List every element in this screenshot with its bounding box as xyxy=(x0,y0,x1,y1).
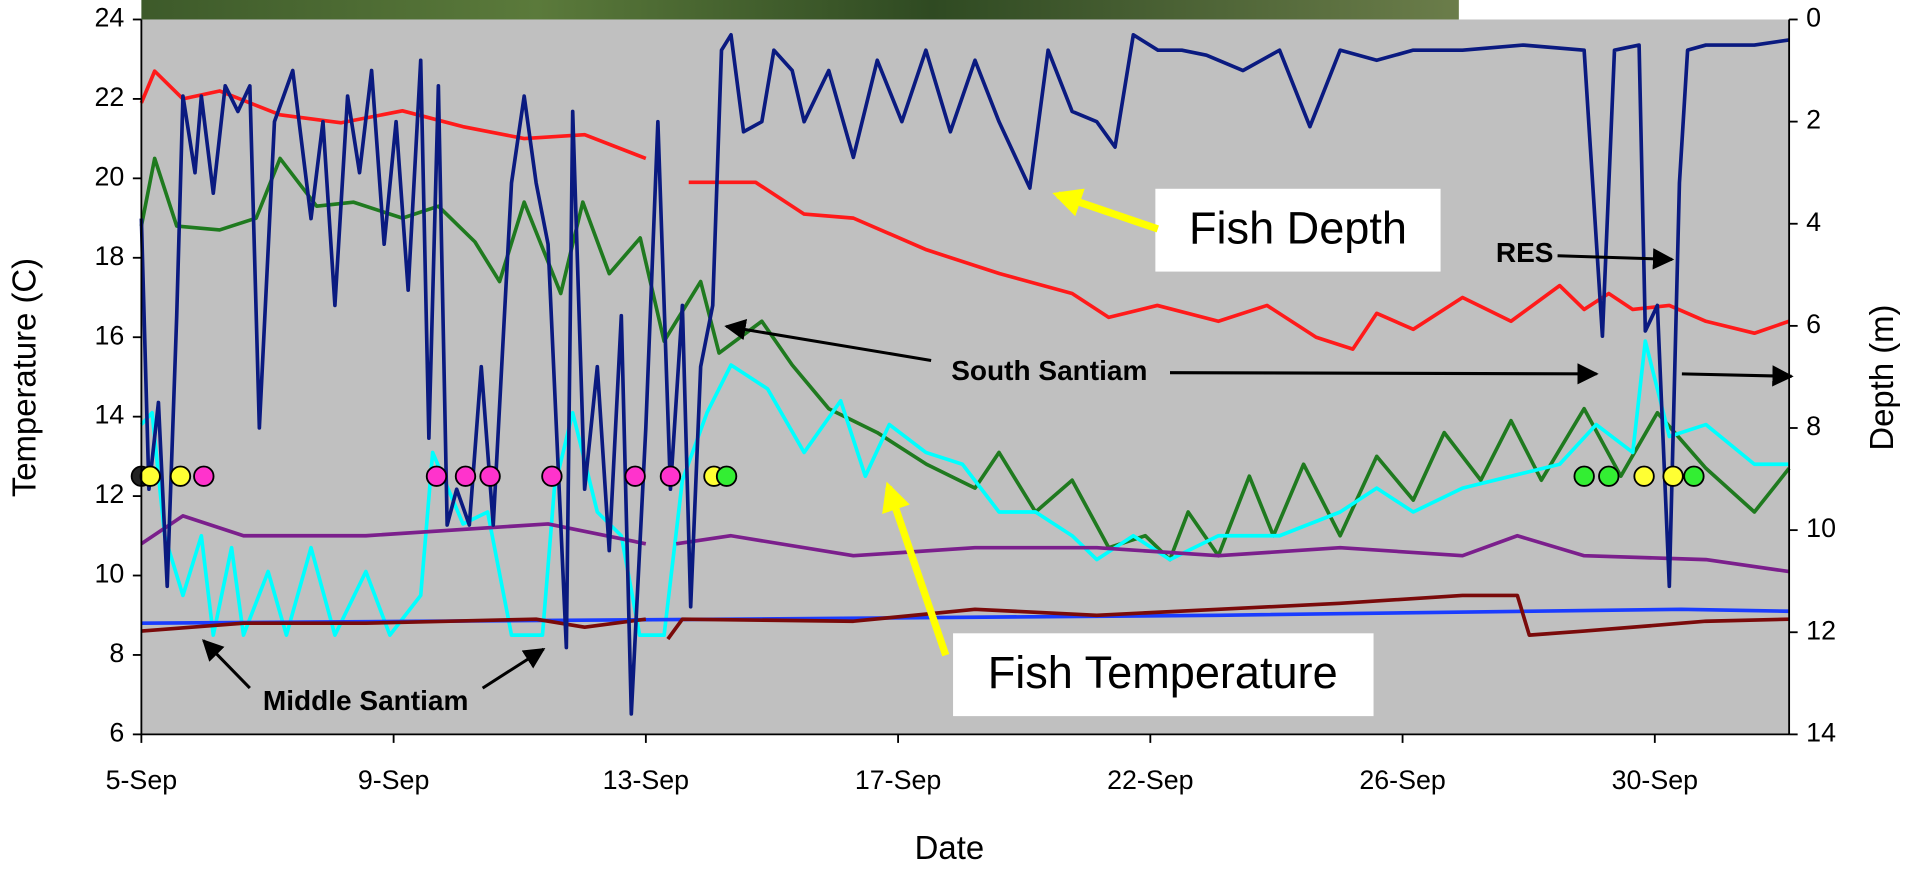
annotation-box xyxy=(1155,188,1441,272)
annotation-box xyxy=(953,633,1374,717)
y2-tick-label: 6 xyxy=(1806,309,1821,339)
series-line xyxy=(140,514,1790,574)
y-tick-label: 16 xyxy=(94,320,124,350)
series-line xyxy=(141,593,1790,641)
annotation: Fish Temperature xyxy=(988,647,1338,698)
y2-tick-label: 8 xyxy=(1806,411,1821,441)
marker xyxy=(193,465,215,487)
arrow xyxy=(1169,363,1599,385)
arrow xyxy=(724,319,932,362)
y2-tick-label: 4 xyxy=(1806,207,1821,237)
series-line xyxy=(139,69,1790,351)
y-tick-label: 24 xyxy=(94,3,124,33)
arrow xyxy=(1052,188,1159,233)
arrow xyxy=(882,481,950,657)
x-tick-label: 5-Sep xyxy=(106,765,178,795)
x-tick-label: 22-Sep xyxy=(1107,765,1193,795)
x-tick-label: 17-Sep xyxy=(855,765,941,795)
y2-tick-label: 12 xyxy=(1806,615,1836,645)
marker xyxy=(479,465,501,487)
annotation: Middle Santiam xyxy=(263,685,469,716)
marker xyxy=(425,465,448,487)
y-tick-label: 18 xyxy=(94,241,124,271)
y-tick-label: 6 xyxy=(109,717,124,747)
y-tick-label: 14 xyxy=(94,400,124,430)
y2-tick-label: 10 xyxy=(1806,513,1836,543)
y-tick-label: 8 xyxy=(109,638,124,668)
arrow xyxy=(202,639,251,690)
series-line xyxy=(139,33,1790,716)
marker xyxy=(659,465,682,487)
marker xyxy=(454,465,477,487)
series-line xyxy=(140,339,1790,637)
marker xyxy=(169,465,192,487)
x-tick-label: 26-Sep xyxy=(1359,765,1445,795)
y2-axis-title: Depth (m) xyxy=(1863,304,1900,450)
arrow xyxy=(481,647,546,690)
marker xyxy=(1633,465,1655,487)
marker xyxy=(715,465,738,487)
marker xyxy=(624,465,646,487)
x-tick-label: 13-Sep xyxy=(603,765,689,795)
y2-tick-label: 0 xyxy=(1806,3,1821,33)
y2-tick-label: 2 xyxy=(1806,105,1821,135)
x-axis-title: Date xyxy=(915,829,984,866)
annotation: Fish Depth xyxy=(1189,202,1407,253)
x-tick-label: 9-Sep xyxy=(358,765,430,795)
y-tick-label: 20 xyxy=(94,161,124,191)
y-tick-label: 10 xyxy=(94,559,124,589)
y-tick-label: 22 xyxy=(94,82,124,112)
marker xyxy=(1598,465,1620,487)
map-strip xyxy=(141,0,1459,20)
y2-tick-label: 14 xyxy=(1806,717,1836,747)
arrow xyxy=(1557,248,1675,270)
marker xyxy=(1573,465,1595,487)
series-line xyxy=(139,156,1791,562)
x-tick-label: 30-Sep xyxy=(1612,765,1698,795)
annotations: Fish Depth Fish Temperature South Santia… xyxy=(202,188,1794,717)
arrow xyxy=(1681,365,1794,387)
y-axis-title: Temperature (C) xyxy=(5,258,42,497)
marker xyxy=(1683,465,1705,487)
marker xyxy=(139,465,161,487)
annotation: RES xyxy=(1496,237,1554,268)
marker xyxy=(1662,465,1684,487)
y-tick-label: 12 xyxy=(94,479,124,509)
annotation: South Santiam xyxy=(951,355,1147,386)
marker xyxy=(541,465,563,487)
